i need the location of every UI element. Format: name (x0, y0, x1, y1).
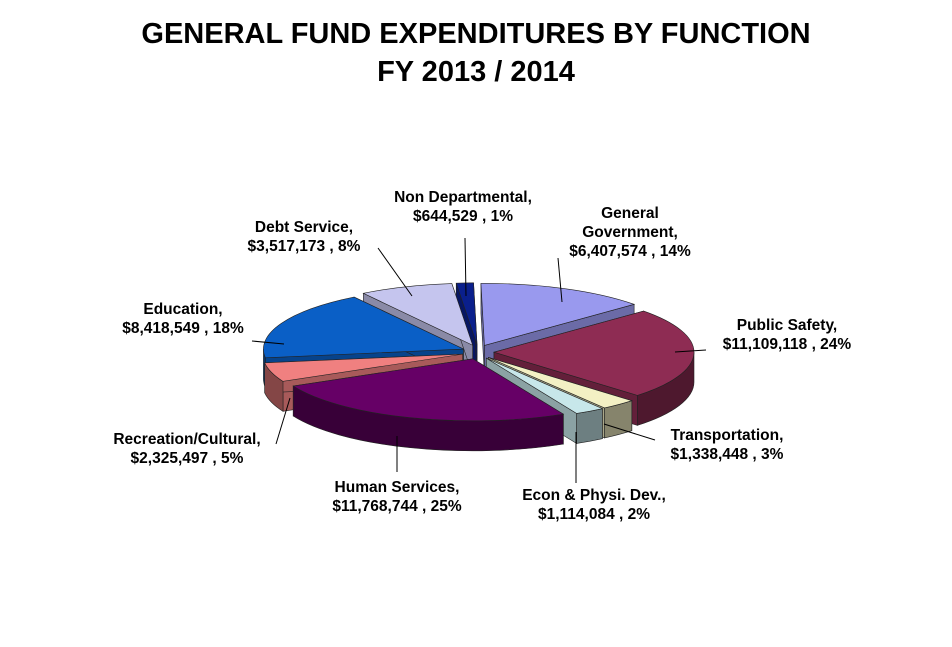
data-label-line: $1,338,448 , 3% (671, 446, 784, 463)
pie-slice-top-recreation-cultural (264, 353, 463, 382)
data-label-line: Transportation, (671, 427, 784, 444)
data-label-recreation-cultural: Recreation/Cultural, $2,325,497 , 5% (113, 431, 260, 467)
data-label-line: Debt Service, (255, 219, 353, 236)
data-label-public-safety: Public Safety, $11,109,118 , 24% (723, 317, 852, 353)
data-label-line: Econ & Physi. Dev., (522, 487, 666, 504)
leader-line-debt-service (377, 247, 413, 297)
data-label-line: $11,768,744 , 25% (332, 498, 462, 515)
pie-slice-top-education (263, 296, 464, 359)
data-label-line: $8,418,549 , 18% (122, 320, 244, 337)
data-label-line: $6,407,574 , 14% (569, 243, 691, 260)
leader-line-public-safety (674, 349, 707, 353)
data-label-line: Public Safety, (737, 317, 838, 334)
chart-title: GENERAL FUND EXPENDITURES BY FUNCTION (141, 18, 811, 50)
data-label-debt-service: Debt Service, $3,517,173 , 8% (248, 219, 361, 255)
pie-slice-human-services (292, 358, 565, 452)
data-label-econ-physi-dev: Econ & Physi. Dev., $1,114,084 , 2% (522, 487, 666, 523)
data-label-line: Government, (582, 224, 678, 241)
data-label-line: $3,517,173 , 8% (248, 238, 361, 255)
pie-slice-top-transportation (488, 357, 633, 409)
data-label-line: $644,529 , 1% (413, 208, 513, 225)
data-label-line: $1,114,084 , 2% (538, 506, 650, 523)
data-label-line: Recreation/Cultural, (113, 431, 260, 448)
data-label-line: General (601, 205, 659, 222)
pie-slice-top-public-safety (492, 310, 695, 396)
leader-line-education (251, 340, 285, 345)
data-label-line: $11,109,118 , 24% (723, 336, 852, 353)
chart-subtitle: FY 2013 / 2014 (377, 56, 575, 88)
data-label-non-departmental: Non Departmental, $644,529 , 1% (394, 189, 532, 225)
pie-slice-wall-econ-physi-dev (576, 408, 603, 444)
leader-line-non-departmental (464, 237, 467, 297)
data-label-general-government: General Government, $6,407,574 , 14% (569, 205, 691, 260)
pie-slice-top-general-government (480, 283, 636, 346)
data-label-line: $2,325,497 , 5% (131, 450, 244, 467)
pie-slice-top-econ-physi-dev (486, 357, 604, 414)
data-labels: General Government, $6,407,574 , 14% Public… (113, 189, 851, 523)
leader-line-general-government (557, 257, 563, 303)
leader-lines (251, 237, 707, 483)
pie-slice-top-human-services (292, 358, 565, 422)
leader-line-transportation (603, 423, 656, 441)
pie-slices (263, 282, 695, 452)
data-label-line: Education, (143, 301, 222, 318)
data-label-line: Non Departmental, (394, 189, 532, 206)
data-label-line: Human Services, (335, 479, 460, 496)
pie-slice-top-non-departmental (455, 282, 478, 345)
data-label-human-services: Human Services, $11,768,744 , 25% (332, 479, 462, 515)
leader-line-recreation-cultural (275, 397, 291, 445)
data-label-transportation: Transportation, $1,338,448 , 3% (671, 427, 784, 463)
data-label-education: Education, $8,418,549 , 18% (122, 301, 244, 337)
